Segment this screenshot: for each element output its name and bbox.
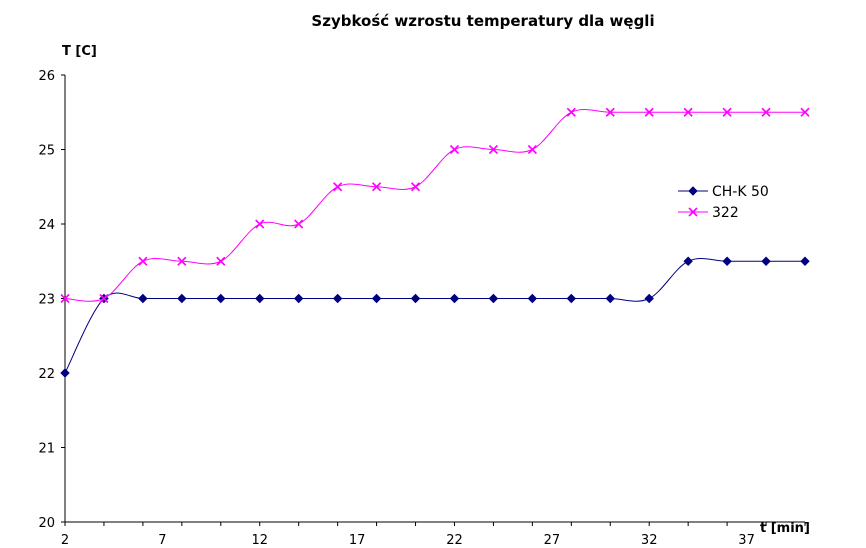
x-tick-label: 17 [349,533,366,548]
data-point-marker [488,293,499,304]
legend: CH-K 50 322 [678,184,769,221]
data-point-marker [99,293,109,304]
x-tick-label: 32 [641,533,658,548]
x-tick-label: 7 [158,533,166,548]
series-line-1 [64,109,805,302]
x-tick-label: 12 [251,533,268,548]
y-tick-label: 23 [38,293,55,308]
data-point-marker [449,293,460,304]
data-point-marker [255,219,265,229]
data-point-marker [527,293,538,304]
data-point-marker [60,368,70,378]
y-tick-label: 24 [38,218,55,233]
data-point-marker [332,293,343,304]
y-tick-label: 22 [38,367,55,382]
y-tick-label: 20 [38,516,55,531]
data-point-marker [294,219,304,229]
data-point-marker [722,256,732,266]
data-point-marker [216,293,226,304]
data-point-marker [566,293,577,304]
data-point-marker [644,293,654,304]
series-group [60,107,810,378]
data-point-marker [60,293,70,304]
y-tick-label: 21 [38,442,55,457]
x-tick-label: 37 [738,533,755,548]
series-line-0 [64,258,805,374]
data-point-marker [410,293,421,304]
x-tick-labels: 2 7 12 17 22 27 32 37 [61,522,806,548]
legend-marker [688,207,698,217]
data-point-marker [293,293,304,304]
data-point-marker [488,144,498,155]
data-point-marker [177,293,187,304]
chart-title: Szybkość wzrostu temperatury dla węgli [311,12,654,30]
data-point-marker [527,144,537,155]
x-tick-label: 22 [446,533,463,548]
legend-marker [688,186,698,196]
data-point-marker [216,256,226,266]
data-point-marker [371,293,382,304]
data-point-marker [138,256,148,266]
data-point-marker [138,293,148,304]
y-tick-label: 25 [38,144,55,159]
data-point-marker [761,107,771,117]
data-point-marker [761,256,771,266]
data-point-marker [800,107,810,117]
data-point-marker [333,182,343,192]
x-tick-label: 27 [544,533,561,548]
data-point-marker [605,293,615,304]
data-point-marker [177,256,187,266]
x-tick-label: 2 [61,533,69,548]
data-point-marker [605,107,615,117]
y-tick-label: 26 [38,69,55,84]
y-axis-label: T [C] [62,44,97,59]
data-point-marker [566,107,576,117]
legend-label: CH-K 50 [712,184,769,200]
data-point-marker [255,293,265,304]
y-tick-labels: 20 21 22 23 24 25 26 [38,69,65,531]
data-point-marker [683,107,693,117]
data-point-marker [683,256,693,266]
data-point-marker [722,107,732,117]
data-point-marker [800,256,810,266]
data-point-marker [644,107,654,117]
x-axis-label: t [min] [760,521,810,536]
legend-label: 322 [712,205,739,221]
data-point-marker [449,144,460,155]
data-point-marker [410,182,421,192]
data-point-marker [372,182,382,192]
